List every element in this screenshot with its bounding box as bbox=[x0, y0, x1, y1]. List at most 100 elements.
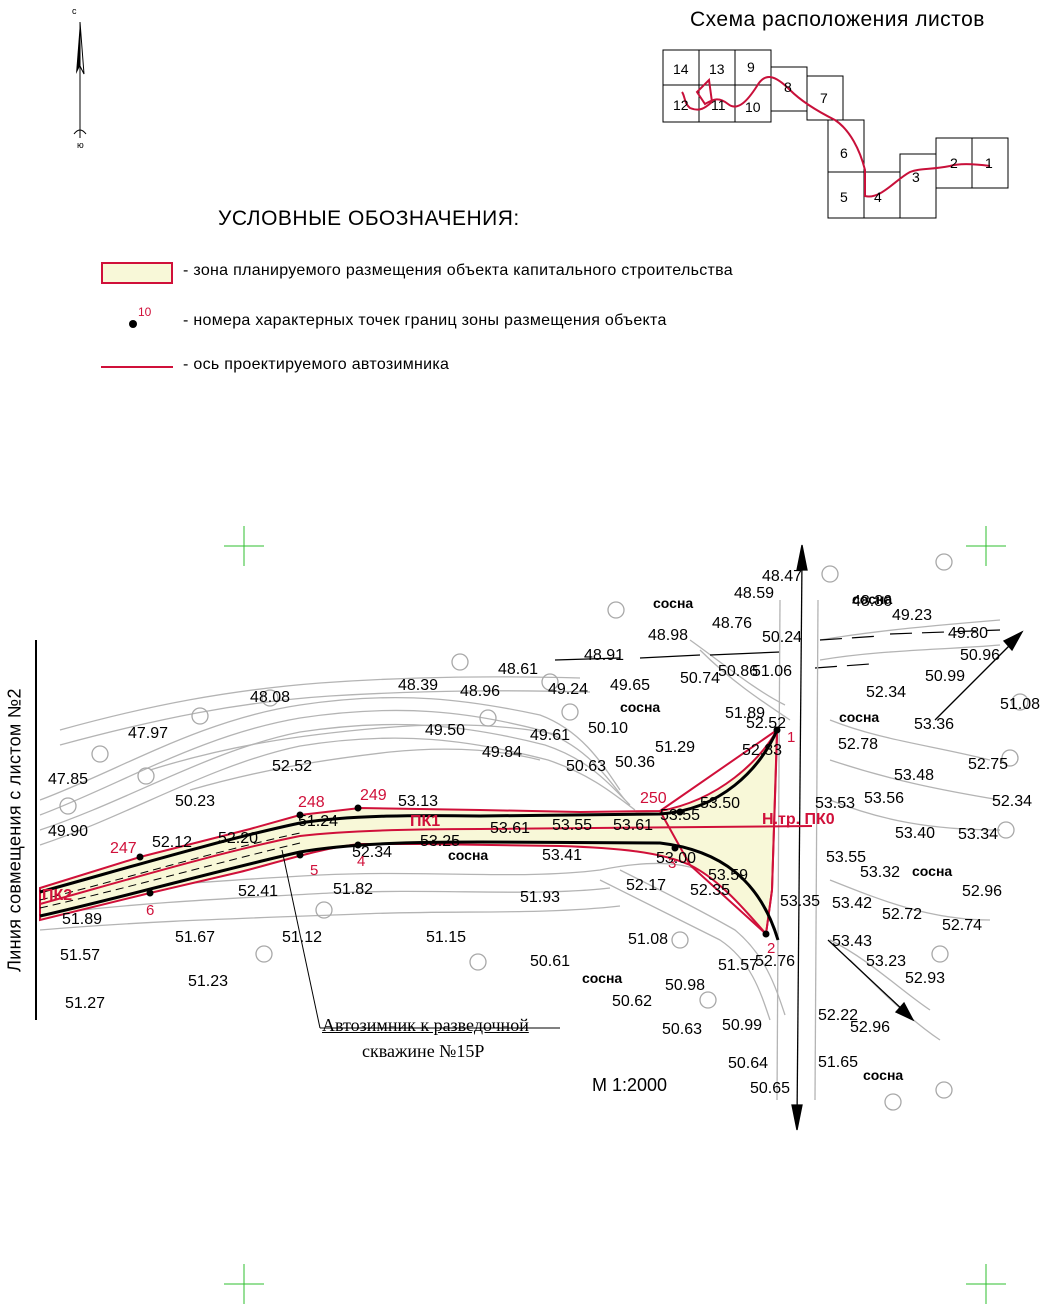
seismic-profile bbox=[554, 629, 1001, 669]
legend-point-label: - номера характерных точек границ зоны р… bbox=[183, 312, 667, 329]
grid-crosses bbox=[224, 526, 1006, 1304]
elevation-label: 51.57 bbox=[60, 947, 100, 964]
elevation-label: 50.96 bbox=[960, 647, 1000, 664]
elevation-label: 50.99 bbox=[722, 1017, 762, 1034]
crossing-road bbox=[776, 544, 819, 1131]
elevation-label: 53.25 bbox=[420, 833, 460, 850]
elevation-label: 53.42 bbox=[832, 895, 872, 912]
elevation-label: 51.65 bbox=[818, 1054, 858, 1071]
legend-zone-label: - зона планируемого размещения объекта к… bbox=[183, 262, 733, 279]
tree-symbols bbox=[59, 553, 1029, 1111]
elevation-label: 52.96 bbox=[850, 1019, 890, 1036]
elevation-label: 51.23 bbox=[188, 973, 228, 990]
elevation-label: 53.50 bbox=[700, 795, 740, 812]
elevation-label: 51.67 bbox=[175, 929, 215, 946]
chainage-label: 248 bbox=[298, 794, 325, 811]
sheet-number: 6 bbox=[840, 145, 848, 161]
sheet-cell bbox=[971, 137, 1009, 189]
vegetation-label: сосна bbox=[852, 591, 892, 607]
elevation-label: 52.52 bbox=[746, 715, 786, 732]
elevation-label: 52.52 bbox=[272, 758, 312, 775]
elevation-label: 51.24 bbox=[298, 813, 338, 830]
boundary-point-number: 6 bbox=[146, 902, 154, 919]
elevation-label: 48.39 bbox=[398, 677, 438, 694]
sheet-number: 4 bbox=[874, 189, 882, 205]
sheet-number: 14 bbox=[673, 61, 689, 77]
boundary-point-number: 3 bbox=[668, 855, 676, 872]
elevation-label: 51.89 bbox=[62, 911, 102, 928]
sheet-layout-scheme: 14 13 9 12 11 10 8 7 6 5 4 3 2 1 bbox=[662, 49, 1009, 219]
elevation-label: 50.23 bbox=[175, 793, 215, 810]
sheet-number: 11 bbox=[711, 97, 726, 113]
north-label: с bbox=[72, 6, 77, 16]
legend-zone-swatch bbox=[101, 262, 173, 284]
elevation-label: 50.74 bbox=[680, 670, 720, 687]
diagonal-roads bbox=[827, 630, 1024, 1022]
boundary-points bbox=[136, 726, 781, 938]
elevation-label: 50.86 bbox=[718, 663, 758, 680]
elevation-label: 50.65 bbox=[750, 1080, 790, 1097]
elevation-label: 52.12 bbox=[152, 834, 192, 851]
elevation-label: 51.89 bbox=[725, 705, 765, 722]
road-caption-line2: скважине №15Р bbox=[362, 1041, 485, 1061]
sheet-number: 12 bbox=[673, 97, 689, 113]
sheet-number: 2 bbox=[950, 155, 958, 171]
sheet-number: 3 bbox=[912, 169, 920, 185]
sheet-number: 8 bbox=[784, 79, 792, 95]
elevation-label: 49.24 bbox=[548, 681, 588, 698]
elevation-label: 53.41 bbox=[542, 847, 582, 864]
legend-axis-label: - ось проектируемого автозимника bbox=[183, 356, 450, 373]
elevation-label: 48.98 bbox=[648, 627, 688, 644]
elevation-label: 52.35 bbox=[690, 882, 730, 899]
elevation-label: 50.63 bbox=[662, 1021, 702, 1038]
elevation-label: 53.53 bbox=[815, 795, 855, 812]
elevation-label: 51.15 bbox=[426, 929, 466, 946]
chainage-label: 250 bbox=[640, 790, 667, 807]
elevation-label: 53.34 bbox=[958, 826, 998, 843]
elevation-label: 51.12 bbox=[282, 929, 322, 946]
elevation-label: 48.96 bbox=[460, 683, 500, 700]
sheet-number: 7 bbox=[820, 90, 828, 106]
elevation-label: 50.24 bbox=[762, 629, 802, 646]
elevation-label: 52.76 bbox=[755, 953, 795, 970]
sheet-number: 5 bbox=[840, 189, 848, 205]
elevation-label: 51.08 bbox=[628, 931, 668, 948]
elevation-label: 49.90 bbox=[48, 823, 88, 840]
elevation-label: 51.29 bbox=[655, 739, 695, 756]
elevation-label: 49.50 bbox=[425, 722, 465, 739]
elevation-label: 53.55 bbox=[552, 817, 592, 834]
vegetation-label: сосна bbox=[839, 709, 879, 725]
legend-title: УСЛОВНЫЕ ОБОЗНАЧЕНИЯ: bbox=[218, 207, 520, 230]
boundary-point-number: 1 bbox=[787, 729, 795, 746]
vegetation-label: сосна bbox=[653, 595, 693, 611]
zone-triangle bbox=[658, 728, 779, 937]
south-label: ю bbox=[77, 140, 84, 150]
elevation-label: 53.61 bbox=[490, 820, 530, 837]
elevation-label: 50.63 bbox=[566, 758, 606, 775]
elevation-label: 53.56 bbox=[864, 790, 904, 807]
road-caption: Автозимник к разведочной bbox=[322, 1015, 529, 1035]
elevation-label: 52.72 bbox=[882, 906, 922, 923]
elevation-label: 47.85 bbox=[48, 771, 88, 788]
elevation-label: 52.75 bbox=[968, 756, 1008, 773]
elevation-label: 53.13 bbox=[398, 793, 438, 810]
chainage-label: 247 bbox=[110, 840, 137, 857]
picket-label: ПК2 bbox=[42, 887, 72, 904]
vegetation-label: сосна bbox=[582, 970, 622, 986]
elevation-label: 49.23 bbox=[892, 607, 932, 624]
elevation-label: 52.22 bbox=[818, 1007, 858, 1024]
elevation-label: 52.20 bbox=[218, 830, 258, 847]
road-edge-dashed bbox=[39, 832, 301, 909]
elevation-label: 48.91 bbox=[584, 647, 624, 664]
elevation-label: 52.74 bbox=[942, 917, 982, 934]
elevation-label: 51.93 bbox=[520, 889, 560, 906]
elevation-label: 50.62 bbox=[612, 993, 652, 1010]
sheet-cell bbox=[806, 75, 844, 121]
elevation-label: 51.82 bbox=[333, 881, 373, 898]
chainage-label: 249 bbox=[360, 787, 387, 804]
scale-label: М 1:2000 bbox=[592, 1075, 668, 1095]
elevation-label: 52.78 bbox=[838, 736, 878, 753]
picket-label: Н.тр. ПК0 bbox=[762, 811, 835, 828]
vegetation-label: сосна bbox=[620, 699, 660, 715]
sheet-scheme-title: Схема расположения листов bbox=[690, 8, 985, 31]
